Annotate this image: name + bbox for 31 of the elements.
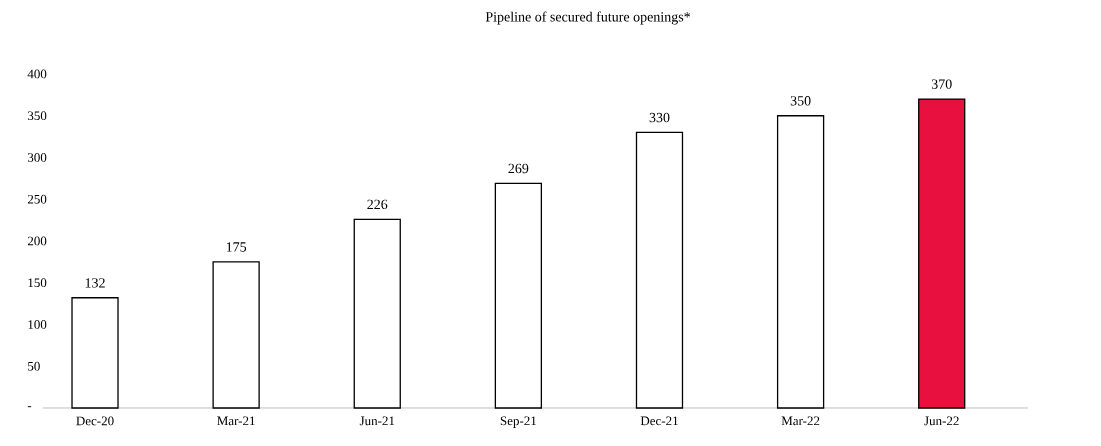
data-label: 269: [508, 163, 529, 174]
data-label: 350: [790, 96, 811, 106]
data-label: 175: [226, 242, 247, 252]
bar: [918, 98, 966, 409]
bar: [71, 297, 119, 409]
y-tick-label: 100: [28, 320, 47, 329]
y-tick-label: 50: [28, 361, 40, 371]
x-tick-label: Mar-22: [781, 416, 820, 426]
data-label: 330: [649, 112, 670, 123]
bar: [212, 261, 260, 409]
x-tick-label: Mar-21: [217, 416, 255, 426]
data-label: 132: [85, 278, 105, 288]
y-tick-label: 250: [27, 194, 47, 204]
x-tick-label: Sep-21: [500, 416, 536, 428]
bar: [494, 182, 543, 409]
y-tick-label: 150: [28, 278, 47, 288]
bar: [635, 131, 684, 409]
y-tick-label: 300: [27, 153, 47, 162]
y-tick-label: -: [27, 406, 32, 408]
y-tick-label: 400: [27, 69, 47, 79]
data-label: 226: [367, 199, 388, 210]
y-tick-label: 350: [27, 111, 47, 121]
x-tick-label: Jun-21: [359, 416, 395, 426]
x-tick-label: Dec-20: [76, 416, 114, 426]
bar: [776, 115, 825, 409]
chart-title: Pipeline of secured future openings*: [485, 11, 690, 25]
bar: [353, 218, 401, 409]
data-label: 370: [931, 79, 952, 89]
x-tick-label: Jun-22: [924, 416, 959, 426]
y-tick-label: 200: [27, 236, 47, 246]
x-tick-label: Dec-21: [640, 416, 678, 426]
